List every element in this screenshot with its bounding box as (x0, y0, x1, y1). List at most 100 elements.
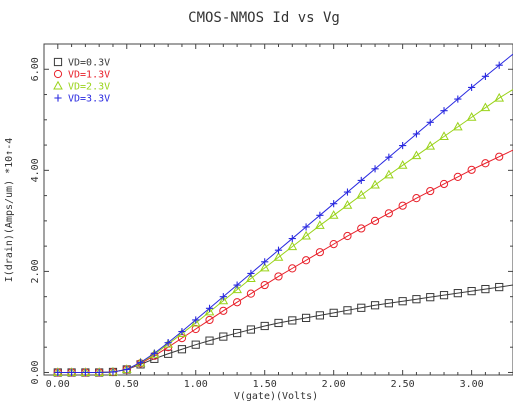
data-point (357, 224, 366, 233)
data-point (150, 349, 158, 357)
legend-item: VD=2.3V (53, 80, 110, 93)
legend-item: VD=3.3V (54, 94, 110, 105)
data-point (190, 317, 201, 327)
series-VD=3.3V (54, 53, 513, 377)
data-point (287, 241, 298, 251)
data-point (398, 201, 407, 210)
data-point (274, 318, 283, 328)
data-point (454, 95, 462, 103)
data-point (426, 118, 434, 126)
data-point (205, 336, 214, 345)
data-point (109, 368, 117, 376)
data-point (301, 230, 311, 240)
data-point (439, 179, 449, 189)
data-point (301, 313, 311, 322)
x-tick-label: 2.00 (322, 379, 346, 390)
data-point (412, 295, 421, 304)
data-point (495, 61, 503, 69)
data-point (53, 80, 63, 90)
data-point (81, 368, 89, 377)
x-tick-label: 0.00 (46, 379, 70, 390)
data-point (452, 121, 463, 131)
data-point (178, 327, 186, 336)
data-point (164, 339, 172, 347)
legend-label: VD=1.3V (68, 70, 110, 81)
legend-label: VD=2.3V (68, 82, 110, 93)
data-point (342, 199, 353, 209)
y-tick-label: 6.00 (30, 57, 41, 81)
data-point (453, 289, 462, 298)
data-point (95, 368, 103, 377)
data-point (411, 150, 422, 160)
data-point (260, 280, 269, 290)
data-point (425, 140, 436, 150)
data-point (481, 72, 490, 80)
data-point (219, 293, 227, 301)
data-point (123, 365, 131, 374)
data-point (233, 328, 242, 338)
data-point (302, 223, 310, 231)
x-tick-label: 2.50 (391, 379, 415, 390)
data-point (273, 252, 284, 261)
data-point (426, 293, 435, 302)
data-point (343, 306, 352, 315)
data-point (343, 188, 352, 196)
data-point (205, 315, 214, 325)
data-point (274, 246, 283, 254)
x-axis: 0.00 0.50 1.00 1.50 2.00 2.50 3.00 (46, 44, 500, 390)
data-point (439, 131, 449, 140)
data-point (53, 69, 63, 79)
x-axis-label: V(gate)(Volts) (234, 391, 318, 402)
data-point (54, 368, 62, 377)
data-point (232, 284, 242, 294)
data-point (495, 152, 504, 161)
data-point (261, 258, 269, 266)
y-tick-label: 4.00 (30, 158, 41, 182)
data-point (218, 295, 229, 305)
data-point (371, 165, 379, 173)
data-point (288, 316, 297, 325)
data-point (329, 240, 338, 249)
series-layer (52, 53, 513, 377)
data-point (384, 209, 393, 218)
data-point (385, 153, 393, 161)
data-point (329, 308, 338, 317)
data-point (247, 269, 255, 278)
data-point (315, 248, 324, 257)
legend-item: VD=1.3V (53, 69, 110, 81)
data-point (467, 165, 476, 174)
data-point (274, 272, 283, 281)
data-point (246, 289, 256, 298)
data-point (481, 159, 490, 168)
data-point (467, 287, 476, 296)
legend-label: VD=0.3V (68, 58, 110, 69)
data-point (233, 281, 241, 289)
data-point (315, 311, 324, 320)
data-point (192, 316, 200, 324)
data-point (330, 200, 338, 208)
data-point (204, 306, 215, 316)
data-point (219, 306, 228, 315)
data-point (246, 273, 256, 282)
data-point (191, 324, 200, 334)
data-point (412, 130, 421, 138)
data-point (439, 291, 449, 300)
y-axis: 0.00 2.00 4.00 6.00 (30, 57, 513, 385)
data-point (399, 141, 407, 150)
data-point (136, 358, 145, 366)
data-point (356, 189, 367, 199)
data-point (288, 264, 297, 273)
data-point (219, 332, 228, 341)
data-point (398, 297, 407, 306)
data-point (343, 231, 352, 241)
x-tick-label: 1.00 (184, 379, 208, 390)
data-point (316, 211, 324, 219)
data-point (494, 92, 505, 102)
x-tick-label: 3.00 (460, 379, 484, 390)
chart-title: CMOS-NMOS Id vs Vg (188, 10, 340, 26)
x-tick-label: 1.50 (253, 379, 277, 390)
data-point (357, 176, 365, 185)
data-point (397, 160, 408, 169)
